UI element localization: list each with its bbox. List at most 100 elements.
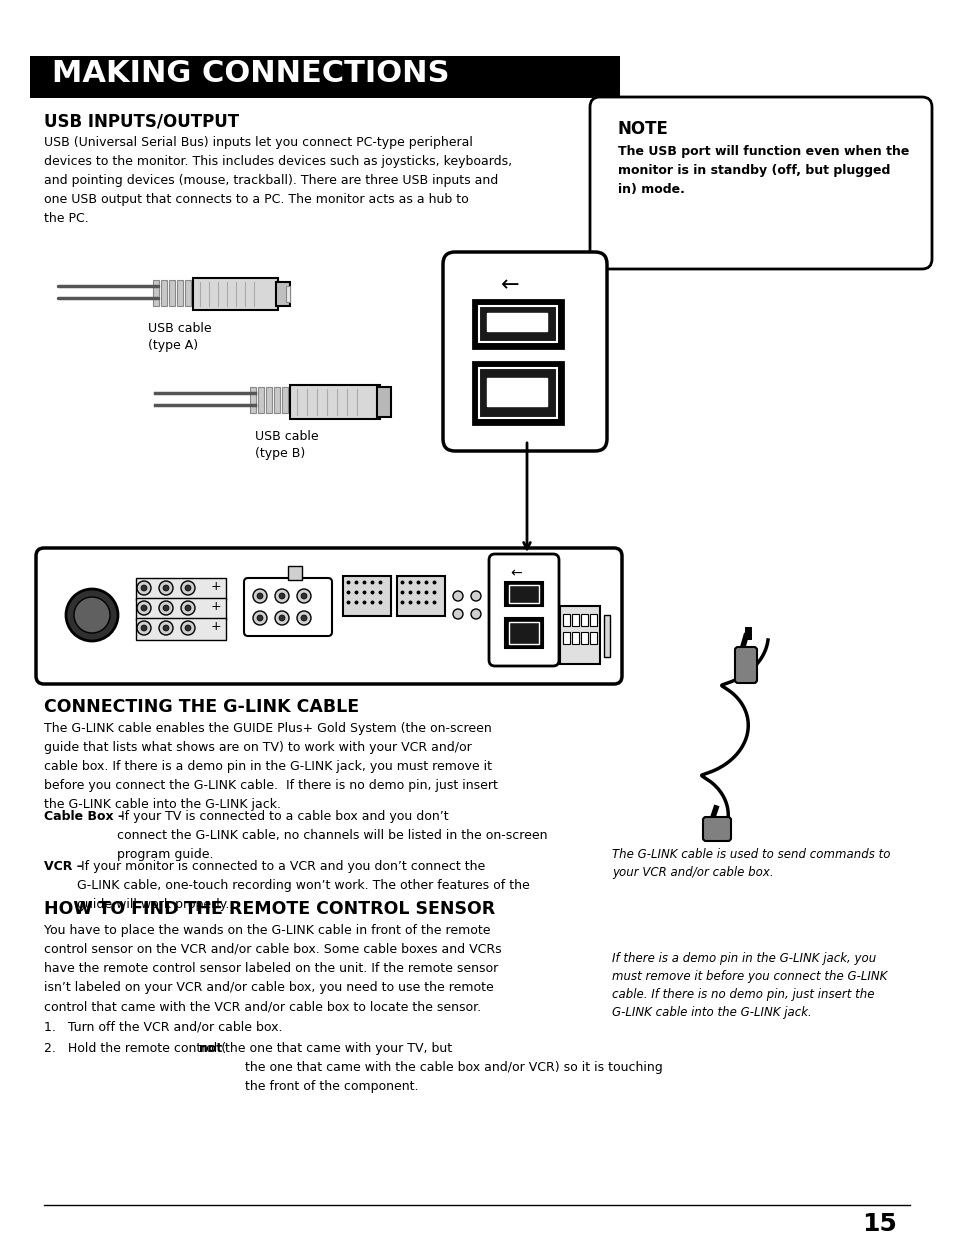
Circle shape [253,611,267,625]
Text: 2.   Hold the remote control (: 2. Hold the remote control ( [44,1042,226,1055]
Bar [286,287,290,303]
Circle shape [141,605,147,611]
Circle shape [253,589,267,603]
Circle shape [301,593,307,599]
Bar [136,578,226,600]
FancyBboxPatch shape [489,555,558,666]
Text: HOW TO FIND THE REMOTE CONTROL SENSOR: HOW TO FIND THE REMOTE CONTROL SENSOR [44,900,495,918]
Bar [275,282,290,306]
Text: If your TV is connected to a cable box and you don’t
connect the G-LINK cable, n: If your TV is connected to a cable box a… [117,810,547,861]
Text: +: + [211,600,221,613]
Bar [257,387,264,412]
Bar [562,614,569,626]
FancyBboxPatch shape [734,647,757,683]
Bar [473,362,562,424]
Text: +: + [211,620,221,634]
Circle shape [301,615,307,621]
Bar [589,614,597,626]
Text: The G-LINK cable is used to send commands to
your VCR and/or cable box.: The G-LINK cable is used to send command… [612,848,889,879]
Bar [603,615,609,657]
Circle shape [274,589,289,603]
Bar [290,385,379,419]
Circle shape [296,589,311,603]
Circle shape [181,601,194,615]
FancyBboxPatch shape [589,98,931,269]
Text: USB cable
(type B): USB cable (type B) [254,430,318,459]
Text: VCR –: VCR – [44,860,83,873]
Bar [580,632,587,643]
Circle shape [185,585,191,592]
Bar [177,280,183,306]
Text: the one that came with your TV, but
      the one that came with the cable box a: the one that came with your TV, but the … [221,1042,662,1093]
Circle shape [137,621,151,635]
Circle shape [185,605,191,611]
Circle shape [163,625,169,631]
Circle shape [137,601,151,615]
Circle shape [137,580,151,595]
Bar [152,280,159,306]
Circle shape [296,611,311,625]
Bar [478,306,557,342]
Bar [250,387,255,412]
Bar [486,378,546,406]
Text: 15: 15 [862,1212,897,1235]
Circle shape [141,585,147,592]
Bar [193,278,277,310]
Bar [589,632,597,643]
Circle shape [66,589,118,641]
Text: USB INPUTS/OUTPUT: USB INPUTS/OUTPUT [44,112,239,130]
Text: USB (Universal Serial Bus) inputs let you connect PC-type peripheral
devices to : USB (Universal Serial Bus) inputs let yo… [44,136,512,225]
Bar [504,618,542,648]
Bar [288,566,302,580]
Bar [486,312,546,331]
Bar [559,606,599,664]
Text: +: + [211,580,221,593]
Circle shape [471,609,480,619]
Bar [562,632,569,643]
Bar [161,280,167,306]
Text: Cable Box –: Cable Box – [44,810,124,823]
Bar [473,300,562,348]
Circle shape [453,592,462,601]
FancyBboxPatch shape [702,818,730,841]
Bar [478,368,557,417]
Circle shape [256,615,263,621]
Circle shape [181,580,194,595]
Circle shape [278,615,285,621]
Circle shape [274,611,289,625]
Circle shape [471,592,480,601]
Bar [572,632,578,643]
Bar [30,56,619,98]
Bar [504,582,542,606]
Text: ←: ← [510,566,521,580]
Circle shape [163,605,169,611]
Circle shape [159,580,172,595]
Text: If there is a demo pin in the G-LINK jack, you
must remove it before you connect: If there is a demo pin in the G-LINK jac… [612,952,886,1019]
Bar [169,280,174,306]
Text: You have to place the wands on the G-LINK cable in front of the remote
control s: You have to place the wands on the G-LIN… [44,924,501,1013]
Bar [185,280,191,306]
Circle shape [453,609,462,619]
Text: not: not [199,1042,222,1055]
Bar [580,614,587,626]
FancyBboxPatch shape [36,548,621,684]
Bar [266,387,272,412]
Circle shape [74,597,110,634]
Circle shape [181,621,194,635]
Text: If your monitor is connected to a VCR and you don’t connect the
G-LINK cable, on: If your monitor is connected to a VCR an… [77,860,529,911]
Text: 1.   Turn off the VCR and/or cable box.: 1. Turn off the VCR and/or cable box. [44,1020,282,1032]
Bar [136,618,226,640]
Text: ←: ← [500,275,518,295]
Bar [572,614,578,626]
Circle shape [163,585,169,592]
Bar [509,622,538,643]
Circle shape [159,601,172,615]
FancyBboxPatch shape [442,252,606,451]
Bar [136,598,226,620]
Bar [282,387,288,412]
Circle shape [159,621,172,635]
Circle shape [278,593,285,599]
Text: USB cable
(type A): USB cable (type A) [148,322,212,352]
Text: CONNECTING THE G-LINK CABLE: CONNECTING THE G-LINK CABLE [44,698,358,716]
Bar [509,585,538,603]
